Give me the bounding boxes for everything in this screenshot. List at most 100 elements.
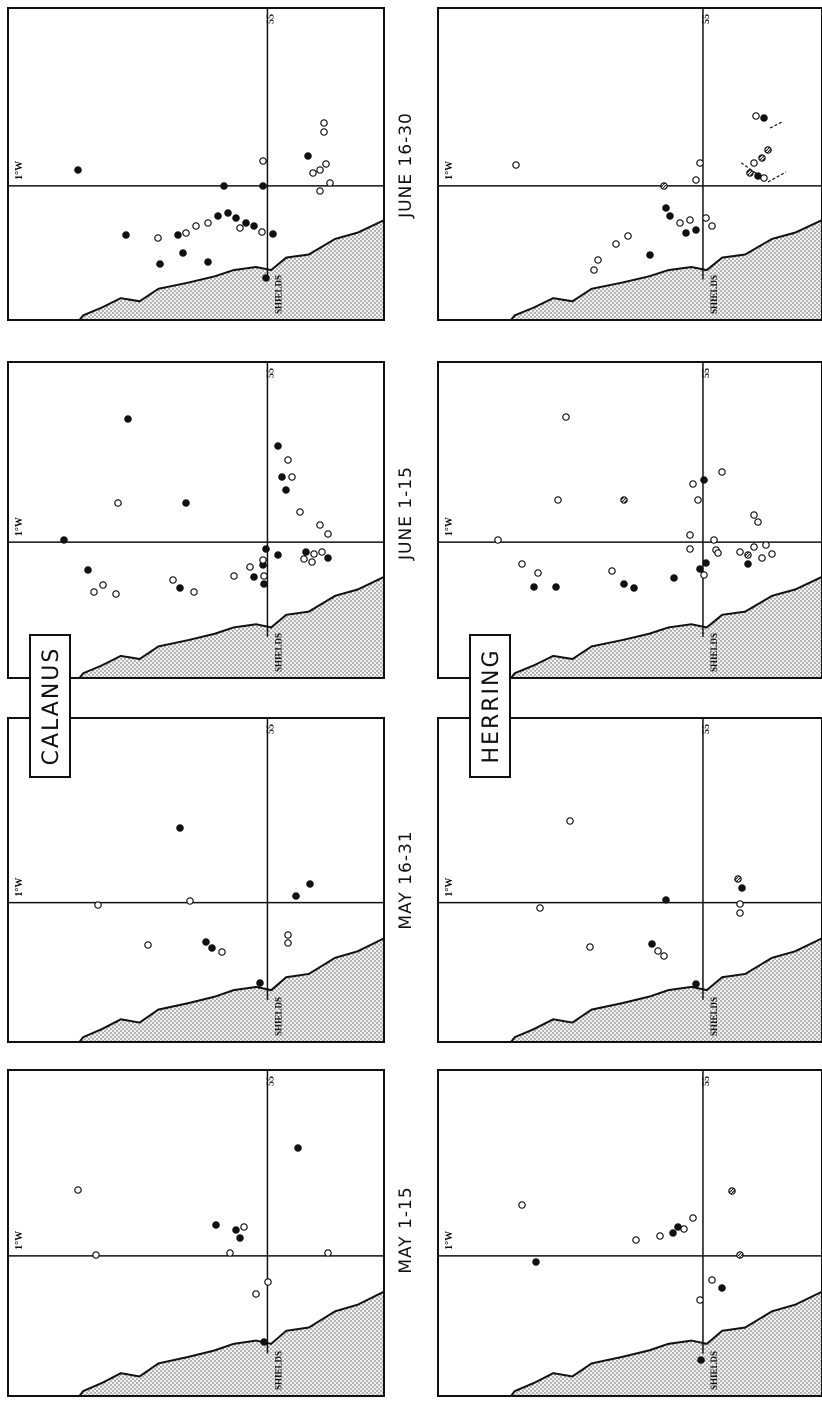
open-station-dot (252, 1290, 260, 1298)
hatched-station-dot (728, 1187, 736, 1195)
filled-station-dot (696, 565, 704, 573)
filled-station-dot (176, 584, 184, 592)
port-label-shields: SHIELDS (273, 997, 283, 1036)
open-station-dot (236, 224, 244, 232)
migration-arrow-3 (769, 121, 783, 129)
map-panel-herring-june-1-15: 1°W 55 SHIELDS (437, 361, 822, 679)
filled-station-dot (236, 1234, 244, 1242)
open-station-dot (708, 1276, 716, 1284)
open-station-dot (218, 948, 226, 956)
open-station-dot (750, 543, 758, 551)
open-station-dot (624, 232, 632, 240)
filled-station-dot (212, 1221, 220, 1229)
open-station-dot (696, 159, 704, 167)
open-station-dot (259, 157, 267, 165)
filled-station-dot (552, 583, 560, 591)
calanus-label-box (29, 634, 71, 778)
filled-station-dot (302, 548, 310, 556)
latitude-label: 55 (265, 724, 276, 734)
port-label-shields: SHIELDS (709, 633, 719, 672)
longitude-label: 1°W (444, 1231, 455, 1250)
open-station-dot (696, 1296, 704, 1304)
coastline-land (77, 218, 385, 321)
open-station-dot (718, 468, 726, 476)
open-station-dot (154, 234, 162, 242)
figure-labels: JUNE 16-30 JUNE 1-15 MAY 16-31 MAY 1-15 … (29, 112, 511, 1274)
coastline-land (77, 936, 385, 1043)
period-label-june-16-30: JUNE 16-30 (396, 112, 416, 219)
open-station-dot (316, 187, 324, 195)
map-panel-herring-june-16-30: 1°W 55 SHIELDS (437, 7, 822, 321)
filled-station-dot (530, 583, 538, 591)
open-station-dot (316, 166, 324, 174)
port-label-shields: SHIELDS (709, 275, 719, 314)
open-station-dot (182, 229, 190, 237)
filled-station-dot (250, 573, 258, 581)
open-station-dot (554, 496, 562, 504)
open-station-dot (322, 160, 330, 168)
filled-station-dot (74, 166, 82, 174)
open-station-dot (736, 548, 744, 556)
filled-station-dot (220, 182, 228, 190)
filled-station-dot (232, 1226, 240, 1234)
open-station-dot (114, 499, 122, 507)
longitude-label: 1°W (14, 878, 25, 897)
open-station-dot (144, 941, 152, 949)
open-station-dot (494, 536, 502, 544)
filled-station-dot (670, 574, 678, 582)
filled-station-dot (692, 980, 700, 988)
filled-station-dot (176, 824, 184, 832)
open-station-dot (284, 939, 292, 947)
open-station-dot (632, 1236, 640, 1244)
open-station-dot (702, 214, 710, 222)
open-station-dot (246, 563, 254, 571)
open-station-dot (518, 1201, 526, 1209)
port-label-shields: SHIELDS (273, 633, 283, 672)
hatched-station-dot (660, 182, 668, 190)
open-station-dot (226, 1249, 234, 1257)
map-panel-herring-may-1-15: 1°W 55 SHIELDS (437, 1069, 822, 1397)
hatched-station-dot (764, 146, 772, 154)
filled-station-dot (179, 249, 187, 257)
filled-station-dot (214, 212, 222, 220)
open-station-dot (320, 128, 328, 136)
filled-station-dot (304, 152, 312, 160)
open-station-dot (264, 1278, 272, 1286)
period-label-june-1-15: JUNE 1-15 (396, 466, 416, 561)
open-station-dot (90, 588, 98, 596)
migration-arrow-2 (767, 171, 787, 183)
open-station-dot (259, 556, 267, 564)
open-station-dot (689, 1214, 697, 1222)
open-station-dot (512, 161, 520, 169)
filled-station-dot (260, 580, 268, 588)
period-label-may-1-15: MAY 1-15 (396, 1186, 416, 1273)
map-panel-calanus-may-1-15: 1°W 55 SHIELDS (7, 1069, 385, 1397)
coastline-land (77, 1290, 385, 1397)
open-station-dot (752, 112, 760, 120)
open-station-dot (689, 480, 697, 488)
species-label-herring: HERRING (479, 648, 504, 763)
open-station-dot (692, 176, 700, 184)
hatched-station-dot (736, 1251, 744, 1259)
open-station-dot (736, 900, 744, 908)
open-station-dot (230, 572, 238, 580)
filled-station-dot (262, 274, 270, 282)
open-station-dot (320, 119, 328, 127)
species-label-calanus: CALANUS (39, 647, 64, 766)
hatched-station-dot (758, 154, 766, 162)
open-station-dot (768, 550, 776, 558)
herring-label-box (469, 634, 511, 778)
filled-station-dot (662, 204, 670, 212)
filled-station-dot (669, 1229, 677, 1237)
filled-station-dot (274, 442, 282, 450)
hatched-station-dot (734, 875, 742, 883)
open-station-dot (258, 228, 266, 236)
filled-station-dot (662, 896, 670, 904)
latitude-label: 55 (701, 368, 712, 378)
longitude-label: 1°W (14, 1231, 25, 1250)
filled-station-dot (738, 884, 746, 892)
filled-station-dot (648, 940, 656, 948)
open-station-dot (112, 590, 120, 598)
open-station-dot (760, 174, 768, 182)
